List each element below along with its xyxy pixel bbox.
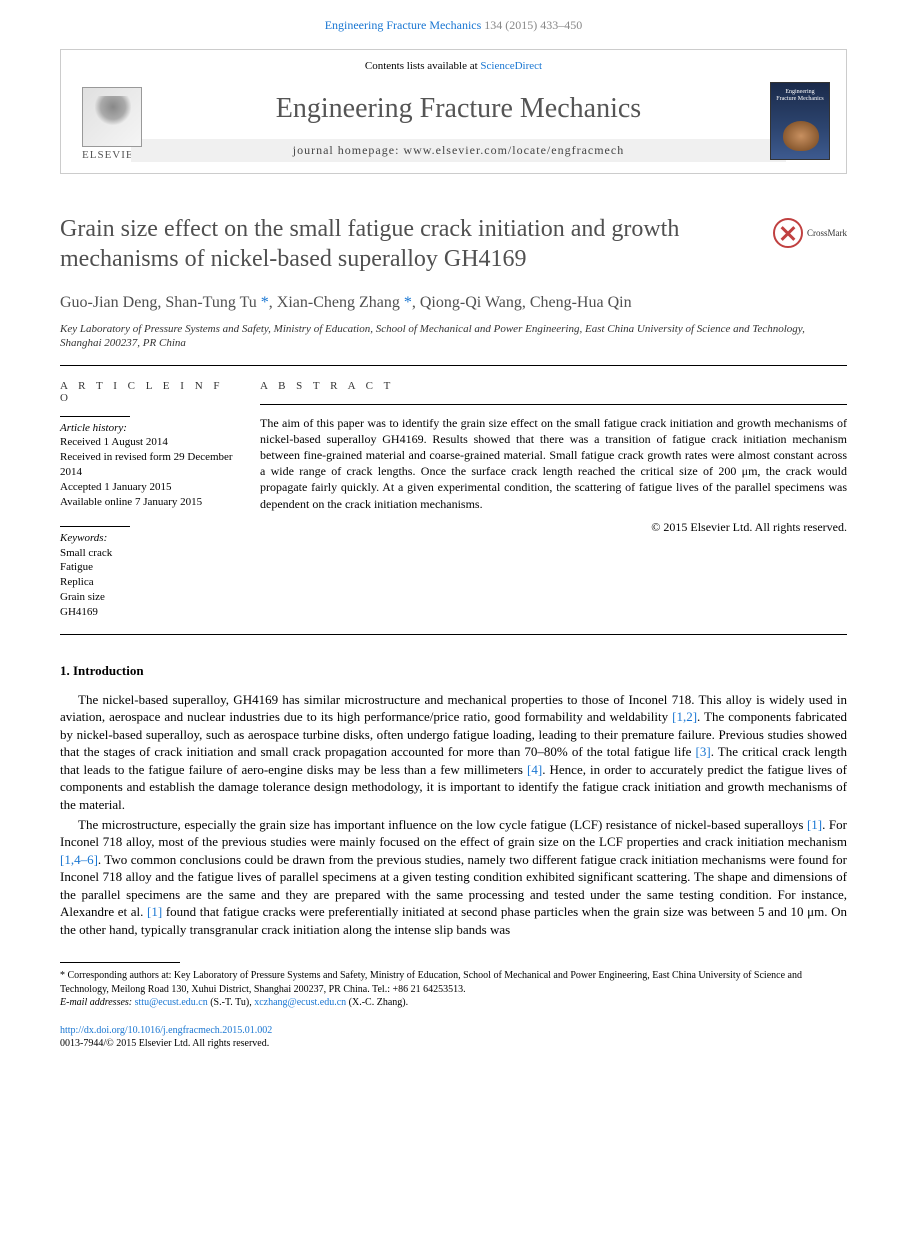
journal-homepage: journal homepage: www.elsevier.com/locat…: [131, 139, 786, 162]
email-link[interactable]: xczhang@ecust.edu.cn: [254, 997, 346, 1008]
contents-line: Contents lists available at ScienceDirec…: [61, 50, 846, 76]
issn-copyright: 0013-7944/© 2015 Elsevier Ltd. All right…: [60, 1037, 847, 1051]
header-journal-link[interactable]: Engineering Fracture Mechanics: [325, 18, 482, 32]
corr-mark-2[interactable]: *: [400, 294, 412, 311]
abstract-copyright: © 2015 Elsevier Ltd. All rights reserved…: [260, 520, 847, 535]
crossmark-label: CrossMark: [807, 228, 847, 238]
ref-link[interactable]: [1]: [807, 817, 822, 832]
cover-line2: Fracture Mechanics: [776, 96, 823, 103]
abstract-text: The aim of this paper was to identify th…: [260, 415, 847, 512]
history-head: Article history:: [60, 421, 236, 436]
divider: [60, 634, 847, 635]
introduction-section: 1. Introduction The nickel-based superal…: [60, 663, 847, 939]
email-who: (S.-T. Tu),: [208, 997, 255, 1008]
article-info-column: A R T I C L E I N F O Article history: R…: [60, 366, 260, 620]
crossmark-badge[interactable]: CrossMark: [773, 218, 847, 248]
author-1: Guo-Jian Deng, Shan-Tung Tu: [60, 294, 257, 311]
keyword: Replica: [60, 575, 236, 590]
email-link[interactable]: sttu@ecust.edu.cn: [135, 997, 208, 1008]
intro-para-1: The nickel-based superalloy, GH4169 has …: [60, 691, 847, 814]
abstract-label: A B S T R A C T: [260, 380, 847, 392]
article-info-label: A R T I C L E I N F O: [60, 380, 236, 404]
author-3: , Xian-Cheng Zhang: [269, 294, 400, 311]
history-online: Available online 7 January 2015: [60, 495, 236, 510]
ref-link[interactable]: [1,2]: [672, 709, 697, 724]
running-header: Engineering Fracture Mechanics 134 (2015…: [0, 0, 907, 41]
text: found that fatigue cracks were preferent…: [60, 904, 847, 937]
keyword: Grain size: [60, 590, 236, 605]
ref-link[interactable]: [1,4–6]: [60, 852, 98, 867]
ref-link[interactable]: [3]: [696, 744, 711, 759]
intro-heading: 1. Introduction: [60, 663, 847, 679]
header-pages: 134 (2015) 433–450: [481, 18, 582, 32]
affiliation: Key Laboratory of Pressure Systems and S…: [60, 322, 847, 351]
ref-link[interactable]: [1]: [147, 904, 162, 919]
article-title: Grain size effect on the small fatigue c…: [60, 214, 847, 274]
abstract-column: A B S T R A C T The aim of this paper wa…: [260, 366, 847, 620]
journal-cover-thumbnail: Engineering Fracture Mechanics: [770, 82, 830, 160]
contents-prefix: Contents lists available at: [365, 60, 480, 72]
homepage-url[interactable]: www.elsevier.com/locate/engfracmech: [403, 143, 624, 157]
history-revised: Received in revised form 29 December 201…: [60, 450, 236, 480]
sciencedirect-link[interactable]: ScienceDirect: [480, 60, 542, 72]
journal-title: Engineering Fracture Mechanics: [147, 93, 770, 125]
history-received: Received 1 August 2014: [60, 435, 236, 450]
authors-tail: , Qiong-Qi Wang, Cheng-Hua Qin: [412, 294, 632, 311]
footnote-separator: [60, 962, 180, 963]
keyword: Fatigue: [60, 560, 236, 575]
doi-link[interactable]: http://dx.doi.org/10.1016/j.engfracmech.…: [60, 1025, 272, 1036]
keywords-head: Keywords:: [60, 531, 236, 546]
corr-mark-1[interactable]: *: [257, 294, 269, 311]
crossmark-icon: [773, 218, 803, 248]
homepage-label: journal homepage:: [293, 143, 404, 157]
cover-line1: Engineering: [785, 89, 814, 96]
author-list: Guo-Jian Deng, Shan-Tung Tu *, Xian-Chen…: [60, 294, 847, 312]
keyword: GH4169: [60, 605, 236, 620]
email-line: E-mail addresses: sttu@ecust.edu.cn (S.-…: [60, 996, 847, 1010]
text: The microstructure, especially the grain…: [78, 817, 807, 832]
email-who: (X.-C. Zhang).: [346, 997, 408, 1008]
doi-block: http://dx.doi.org/10.1016/j.engfracmech.…: [60, 1024, 847, 1051]
elsevier-tree-icon: [82, 87, 142, 147]
ref-link[interactable]: [4]: [527, 762, 542, 777]
footnotes: * Corresponding authors at: Key Laborato…: [60, 969, 847, 1010]
corresponding-note: * Corresponding authors at: Key Laborato…: [60, 969, 847, 996]
keyword: Small crack: [60, 546, 236, 561]
history-accepted: Accepted 1 January 2015: [60, 480, 236, 495]
email-label: E-mail addresses:: [60, 997, 135, 1008]
intro-para-2: The microstructure, especially the grain…: [60, 816, 847, 939]
masthead: Contents lists available at ScienceDirec…: [60, 49, 847, 174]
